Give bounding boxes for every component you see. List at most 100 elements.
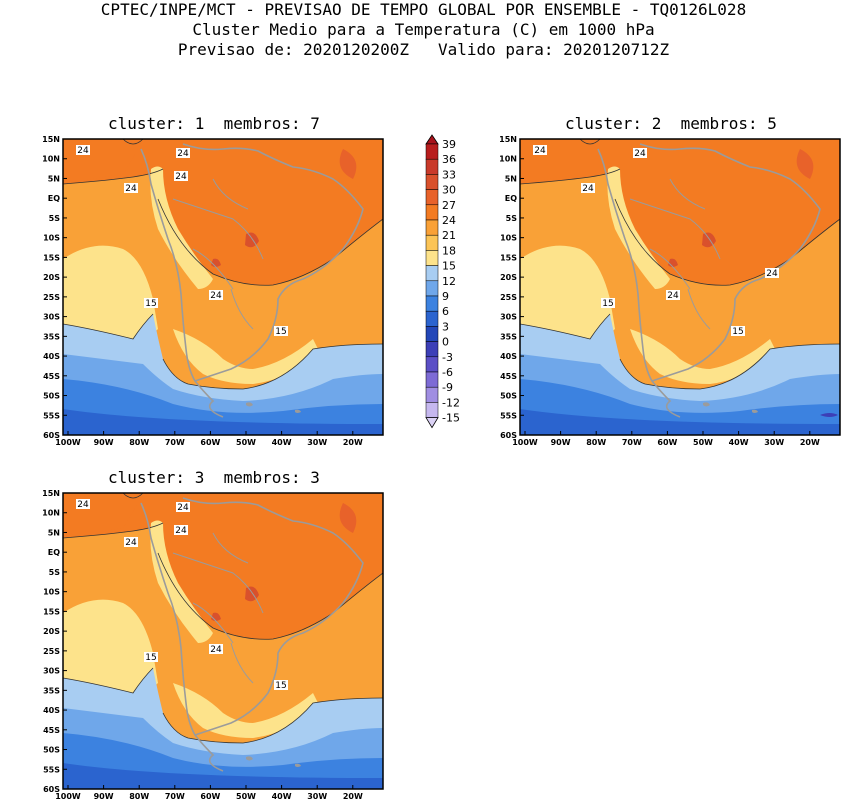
panel-title-cluster-2: cluster: 2 membros: 5 <box>565 114 777 133</box>
contour-label: 24 <box>533 145 547 156</box>
colorbar-level-label: 21 <box>442 229 456 242</box>
contour-label: 15 <box>601 298 615 309</box>
colorbar-level-label: 39 <box>442 138 456 151</box>
lat-tick-label: 15N <box>499 135 517 144</box>
lat-tick-label: 55S <box>43 411 60 420</box>
lon-tick-label: 30W <box>307 792 327 801</box>
lon-tick-label: 50W <box>693 438 713 447</box>
lat-tick-label: 15N <box>42 135 60 144</box>
lon-tick-label: 50W <box>236 792 256 801</box>
svg-text:24: 24 <box>77 146 89 156</box>
svg-text:24: 24 <box>175 526 187 536</box>
map-panel-cluster-1 <box>62 138 384 436</box>
lon-tick-label: 30W <box>307 438 327 447</box>
contour-label: 24 <box>633 148 647 159</box>
colorbar-level-label: 18 <box>442 244 456 257</box>
colorbar-level-label: 6 <box>442 305 449 318</box>
panel-title-cluster-1: cluster: 1 membros: 7 <box>108 114 320 133</box>
colorbar-level-label: 15 <box>442 260 456 273</box>
forecast-dates: Previsao de: 2020120200Z Valido para: 20… <box>177 40 670 59</box>
svg-text:15: 15 <box>145 653 156 663</box>
lat-tick-label: 30S <box>43 667 60 676</box>
lat-tick-label: 15S <box>43 607 60 616</box>
lat-tick-label: 25S <box>43 293 60 302</box>
colorbar-level-label: 12 <box>442 275 456 288</box>
lon-tick-label: 90W <box>94 792 114 801</box>
lat-tick-label: 25S <box>43 647 60 656</box>
colorbar-level-label: 3 <box>442 320 449 333</box>
contour-label: 24 <box>765 268 779 279</box>
lon-tick-label: 20W <box>343 792 363 801</box>
contour-label: 24 <box>76 145 90 156</box>
svg-text:24: 24 <box>77 500 89 510</box>
svg-text:24: 24 <box>667 291 679 301</box>
lat-tick-label: 55S <box>500 411 517 420</box>
lat-tick-label: 5S <box>49 568 61 577</box>
lon-tick-label: 60W <box>200 792 220 801</box>
lon-tick-label: 80W <box>586 438 606 447</box>
colorbar-level-label: -15 <box>442 412 460 425</box>
contour-label: 24 <box>76 499 90 510</box>
lat-tick-label: 5S <box>506 214 518 223</box>
map-panel-cluster-2 <box>519 138 841 436</box>
lat-tick-label: 15S <box>43 253 60 262</box>
svg-text:24: 24 <box>125 538 137 548</box>
lon-tick-label: 70W <box>165 438 185 447</box>
lat-tick-label: 50S <box>500 392 517 401</box>
lon-tick-label: 40W <box>729 438 749 447</box>
svg-text:24: 24 <box>177 503 189 513</box>
lat-tick-label: 15S <box>500 253 517 262</box>
lat-tick-label: 45S <box>43 372 60 381</box>
lat-tick-label: 60S <box>500 431 517 440</box>
svg-text:24: 24 <box>177 149 189 159</box>
lat-tick-label: 35S <box>43 332 60 341</box>
lon-tick-label: 70W <box>165 792 185 801</box>
contour-label: 24 <box>174 525 188 536</box>
lon-tick-label: 100W <box>512 438 538 447</box>
colorbar-level-label: 9 <box>442 290 449 303</box>
lat-tick-label: 15N <box>42 489 60 498</box>
lat-tick-label: 45S <box>500 372 517 381</box>
lat-tick-label: 50S <box>43 392 60 401</box>
lat-tick-label: 60S <box>43 785 60 794</box>
lat-tick-label: 35S <box>43 686 60 695</box>
lat-tick-label: 40S <box>43 352 60 361</box>
panel-title-cluster-3: cluster: 3 membros: 3 <box>108 468 320 487</box>
svg-text:24: 24 <box>175 172 187 182</box>
lat-tick-label: 45S <box>43 726 60 735</box>
figure-subtitle: Cluster Medio para a Temperatura (C) em … <box>192 20 655 39</box>
contour-label: 24 <box>209 644 223 655</box>
lat-tick-label: EQ <box>505 194 517 203</box>
colorbar-level-label: 30 <box>442 184 456 197</box>
lat-tick-label: 50S <box>43 746 60 755</box>
lon-tick-label: 30W <box>764 438 784 447</box>
lat-tick-label: 10N <box>42 155 60 164</box>
colorbar-level-label: 36 <box>442 153 456 166</box>
contour-label: 15 <box>144 298 158 309</box>
svg-text:24: 24 <box>210 645 222 655</box>
lon-tick-label: 20W <box>343 438 363 447</box>
lat-tick-label: EQ <box>48 194 60 203</box>
svg-text:15: 15 <box>602 299 613 309</box>
svg-text:15: 15 <box>145 299 156 309</box>
contour-label: 24 <box>174 171 188 182</box>
contour-label: 15 <box>731 326 745 337</box>
lat-tick-label: 20S <box>43 627 60 636</box>
colorbar-level-label: -9 <box>442 381 453 394</box>
lat-tick-label: 30S <box>500 313 517 322</box>
contour-label: 15 <box>274 326 288 337</box>
lat-tick-label: EQ <box>48 548 60 557</box>
colorbar-level-label: 24 <box>442 214 456 227</box>
contour-label: 24 <box>124 183 138 194</box>
lon-tick-label: 60W <box>657 438 677 447</box>
lon-tick-label: 100W <box>55 792 81 801</box>
lat-tick-label: 5N <box>48 174 60 183</box>
colorbar-level-label: 27 <box>442 199 456 212</box>
colorbar-level-label: 0 <box>442 336 449 349</box>
contour-label: 15 <box>144 652 158 663</box>
svg-text:15: 15 <box>275 681 286 691</box>
figure-title: CPTEC/INPE/MCT - PREVISAO DE TEMPO GLOBA… <box>100 0 747 19</box>
lon-tick-label: 70W <box>622 438 642 447</box>
map-panel-cluster-3 <box>62 492 384 790</box>
lat-tick-label: 10N <box>42 509 60 518</box>
